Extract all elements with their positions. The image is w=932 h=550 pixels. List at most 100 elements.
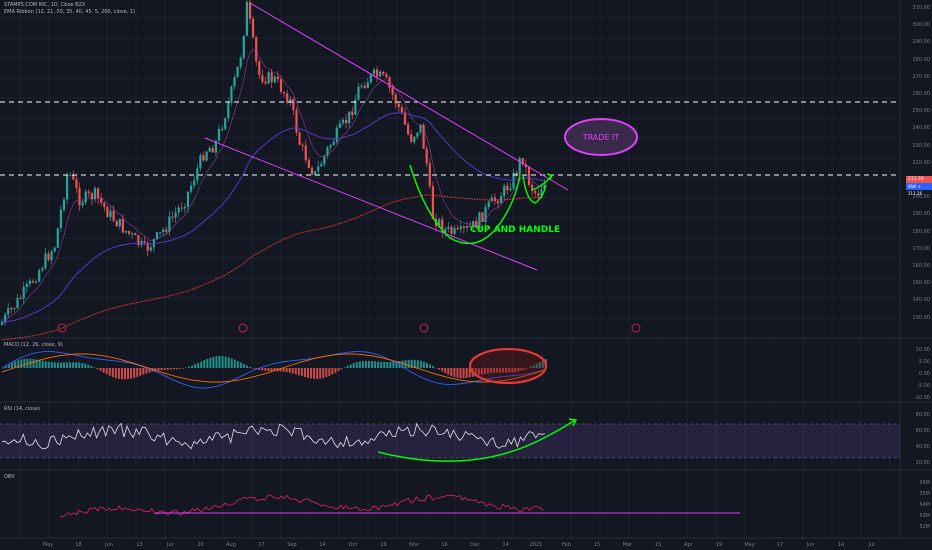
macd-histogram-bar xyxy=(407,359,410,368)
obv-legend[interactable]: OBV xyxy=(4,474,15,480)
macd-histogram-bar xyxy=(157,368,160,371)
candle-body xyxy=(44,253,47,269)
macd-histogram-bar xyxy=(374,361,377,368)
candle-body xyxy=(162,229,165,233)
candle-body xyxy=(425,148,428,164)
candle-body xyxy=(363,85,366,89)
macd-histogram-bar xyxy=(514,368,517,372)
macd-histogram-bar xyxy=(422,361,425,368)
macd-histogram-bar xyxy=(462,368,465,379)
macd-histogram-bar xyxy=(41,360,44,368)
macd-histogram-bar xyxy=(23,358,26,368)
macd-histogram-bar xyxy=(230,358,233,368)
macd-histogram-bar xyxy=(468,368,471,378)
candle-body xyxy=(115,220,118,227)
macd-histogram-bar xyxy=(90,366,93,368)
macd-histogram-bar xyxy=(447,368,450,375)
candle-body xyxy=(484,207,487,222)
candle-body xyxy=(314,171,317,175)
macd-histogram-bar xyxy=(178,368,181,369)
lower-trendline xyxy=(204,137,538,271)
candle-body xyxy=(447,226,450,229)
macd-histogram-bar xyxy=(139,368,142,376)
candle-body xyxy=(252,18,255,38)
macd-histogram-bar xyxy=(233,359,236,368)
candle-body xyxy=(258,61,261,76)
macd-legend[interactable]: MACD (12, 26, close, 9) xyxy=(4,342,63,348)
macd-axis-label: 0.00 xyxy=(918,371,930,377)
candle-body xyxy=(149,247,152,251)
macd-histogram-bar xyxy=(490,368,492,373)
candle-body xyxy=(93,188,97,200)
candle-body xyxy=(369,74,372,83)
macd-histogram-bar xyxy=(239,362,242,368)
macd-histogram-bar xyxy=(203,360,206,368)
candle-body xyxy=(419,124,422,133)
rsi-curve-annotation xyxy=(377,419,576,462)
earnings-marker-icon xyxy=(631,323,641,333)
macd-histogram-bar xyxy=(444,368,447,374)
macd-histogram-bar xyxy=(185,367,187,369)
time-axis-label: 20 xyxy=(197,542,204,548)
macd-histogram-bar xyxy=(294,368,297,375)
macd-histogram-bar xyxy=(72,362,75,368)
macd-histogram-bar xyxy=(154,368,157,372)
macd-histogram-bar xyxy=(282,368,285,372)
ema-short-line xyxy=(1,48,545,323)
price-axis-label: 160.00 xyxy=(912,263,931,269)
candle-body xyxy=(180,207,183,209)
price-axis-label: 140.00 xyxy=(912,297,931,304)
candle-body xyxy=(348,111,351,124)
rsi-legend[interactable]: RSI (14, close) xyxy=(4,406,41,412)
macd-histogram-bar xyxy=(425,362,428,368)
candle-body xyxy=(338,123,341,128)
candle-body xyxy=(146,242,149,251)
price-axis-label: 170.00 xyxy=(912,245,931,252)
time-axis-label: Jul xyxy=(166,542,174,548)
macd-histogram-bar xyxy=(81,363,84,368)
macd-histogram-bar xyxy=(392,361,395,368)
macd-histogram-bar xyxy=(175,368,178,370)
candle-body xyxy=(50,251,53,261)
candle-body xyxy=(372,69,376,75)
candle-body xyxy=(159,232,162,234)
ema-ribbon-legend[interactable]: EMA Ribbon (12, 21, 50, 35, 40, 45, 5, 2… xyxy=(4,9,135,15)
macd-histogram-bar xyxy=(163,368,166,370)
macd-histogram-bar xyxy=(200,361,203,368)
candle-body xyxy=(171,216,174,218)
candle-body xyxy=(165,229,168,232)
candle-body xyxy=(124,230,128,233)
candle-body xyxy=(493,197,496,201)
time-axis-label: 19 xyxy=(715,542,723,548)
macd-histogram-bar xyxy=(249,367,252,368)
candle-body xyxy=(53,247,56,252)
candle-body xyxy=(310,167,314,175)
candle-body xyxy=(292,99,295,111)
candle-body xyxy=(112,210,115,221)
earnings-marker-icon xyxy=(238,323,248,333)
macd-histogram-bar xyxy=(483,368,486,374)
macd-axis-label: -5.00 xyxy=(917,383,930,389)
candle-body xyxy=(25,283,28,288)
macd-histogram-bar xyxy=(288,368,291,373)
candle-body xyxy=(438,219,441,227)
price-axis-label: 180.00 xyxy=(912,228,931,235)
candle-body xyxy=(190,185,193,192)
cup-handle-label: CUP AND HANDLE xyxy=(470,225,560,235)
macd-histogram-bar xyxy=(459,368,462,379)
symbol-legend[interactable]: STAMPS.COM INC, 1D, Cboe BZX xyxy=(4,2,86,8)
macd-histogram-bar xyxy=(63,362,65,368)
macd-histogram-bar xyxy=(297,368,300,376)
candle-body xyxy=(354,99,357,116)
macd-histogram-bar xyxy=(502,368,505,373)
candle-body xyxy=(4,314,7,323)
breakout-arrowhead xyxy=(546,173,553,181)
macd-histogram-bar xyxy=(511,368,514,373)
candle-body xyxy=(28,280,31,284)
macd-histogram-bar xyxy=(465,368,468,378)
candle-body xyxy=(84,191,87,203)
candle-body xyxy=(379,71,382,77)
candle-body xyxy=(242,35,245,58)
